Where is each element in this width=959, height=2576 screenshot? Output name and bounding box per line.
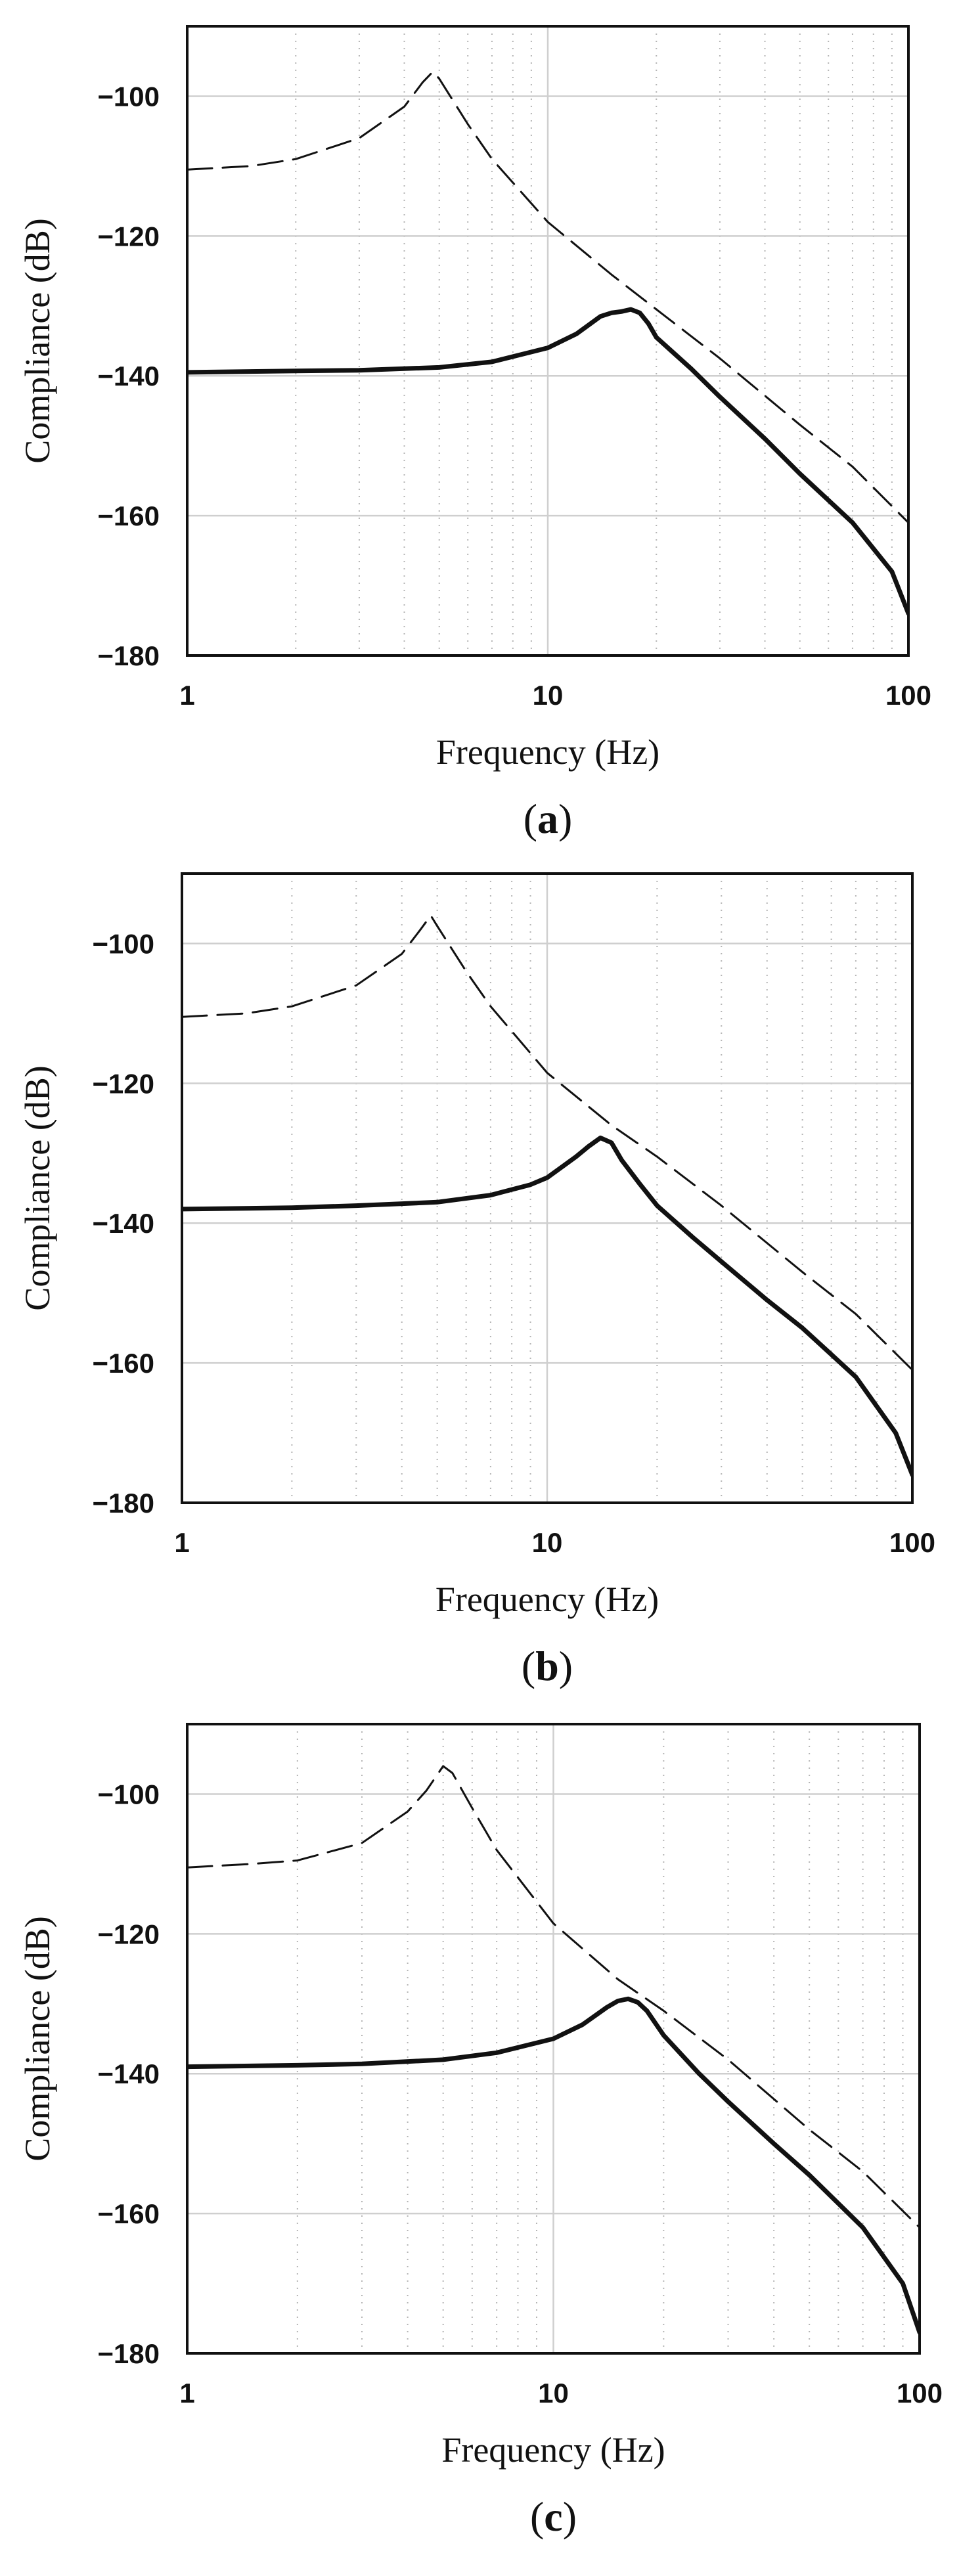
plot-frame bbox=[186, 25, 910, 657]
minor-grid bbox=[296, 1724, 904, 2353]
series-line-dashed bbox=[187, 70, 908, 524]
chart-panel-c: −100 −120 −140 −160 −180 1 10 100 Frequency (Hz)… bbox=[18, 1723, 943, 2540]
y-axis-label: Compliance (dB) bbox=[18, 1065, 57, 1310]
y-axis-label: Compliance (dB) bbox=[18, 218, 57, 463]
x-tick-label: 10 bbox=[532, 1527, 563, 1558]
y-tick-label: −120 bbox=[97, 221, 160, 252]
y-tick-label: −120 bbox=[92, 1068, 154, 1099]
y-tick-label: −160 bbox=[92, 1348, 154, 1379]
y-axis-label: Compliance (dB) bbox=[18, 1916, 57, 2161]
series-line-dashed bbox=[187, 1765, 920, 2229]
y-tick-label: −140 bbox=[97, 2058, 160, 2089]
major-grid bbox=[182, 874, 912, 1503]
x-tick-label: 100 bbox=[897, 2378, 943, 2409]
x-tick-label: 1 bbox=[174, 1527, 189, 1558]
x-tick-label: 10 bbox=[533, 680, 564, 711]
y-tick-label: −140 bbox=[97, 361, 160, 391]
x-axis-label: Frequency (Hz) bbox=[436, 732, 659, 772]
y-tick-label: −180 bbox=[97, 640, 160, 671]
x-tick-label: 10 bbox=[538, 2378, 569, 2409]
series-line-dashed bbox=[182, 914, 912, 1371]
series-line-solid bbox=[187, 1996, 920, 2335]
series-line-solid bbox=[187, 307, 908, 616]
y-tick-label: −100 bbox=[97, 1779, 160, 1810]
panel-caption: (a) bbox=[524, 795, 573, 842]
y-tick-label: −120 bbox=[97, 1919, 160, 1949]
y-tick-label: −180 bbox=[97, 2338, 160, 2369]
y-tick-label: −160 bbox=[97, 500, 160, 531]
plot-frame bbox=[186, 1723, 921, 2355]
y-tick-label: −160 bbox=[97, 2198, 160, 2229]
y-tick-label: −180 bbox=[92, 1488, 154, 1519]
y-tick-label: −100 bbox=[97, 81, 160, 112]
chart-panel-a: −100 −120 −140 −160 −180 1 10 100 Frequency (Hz)… bbox=[18, 25, 931, 842]
series-line-solid bbox=[182, 1135, 912, 1477]
panel-caption: (b) bbox=[522, 1643, 573, 1689]
major-grid bbox=[187, 26, 908, 655]
minor-grid bbox=[291, 874, 897, 1503]
x-tick-label: 100 bbox=[885, 680, 931, 711]
x-axis-label: Frequency (Hz) bbox=[435, 1580, 659, 1619]
plot-frame bbox=[181, 872, 914, 1504]
x-axis-label: Frequency (Hz) bbox=[441, 2430, 665, 2470]
x-tick-label: 100 bbox=[889, 1527, 935, 1558]
x-tick-label: 1 bbox=[179, 680, 194, 711]
panel-caption: (c) bbox=[530, 2493, 577, 2540]
y-tick-label: −100 bbox=[92, 928, 154, 959]
minor-grid bbox=[295, 26, 893, 655]
chart-panel-b: −100 −120 −140 −160 −180 1 10 100 Frequency (Hz)… bbox=[18, 872, 935, 1689]
x-tick-label: 1 bbox=[179, 2378, 194, 2409]
y-tick-label: −140 bbox=[92, 1208, 154, 1239]
